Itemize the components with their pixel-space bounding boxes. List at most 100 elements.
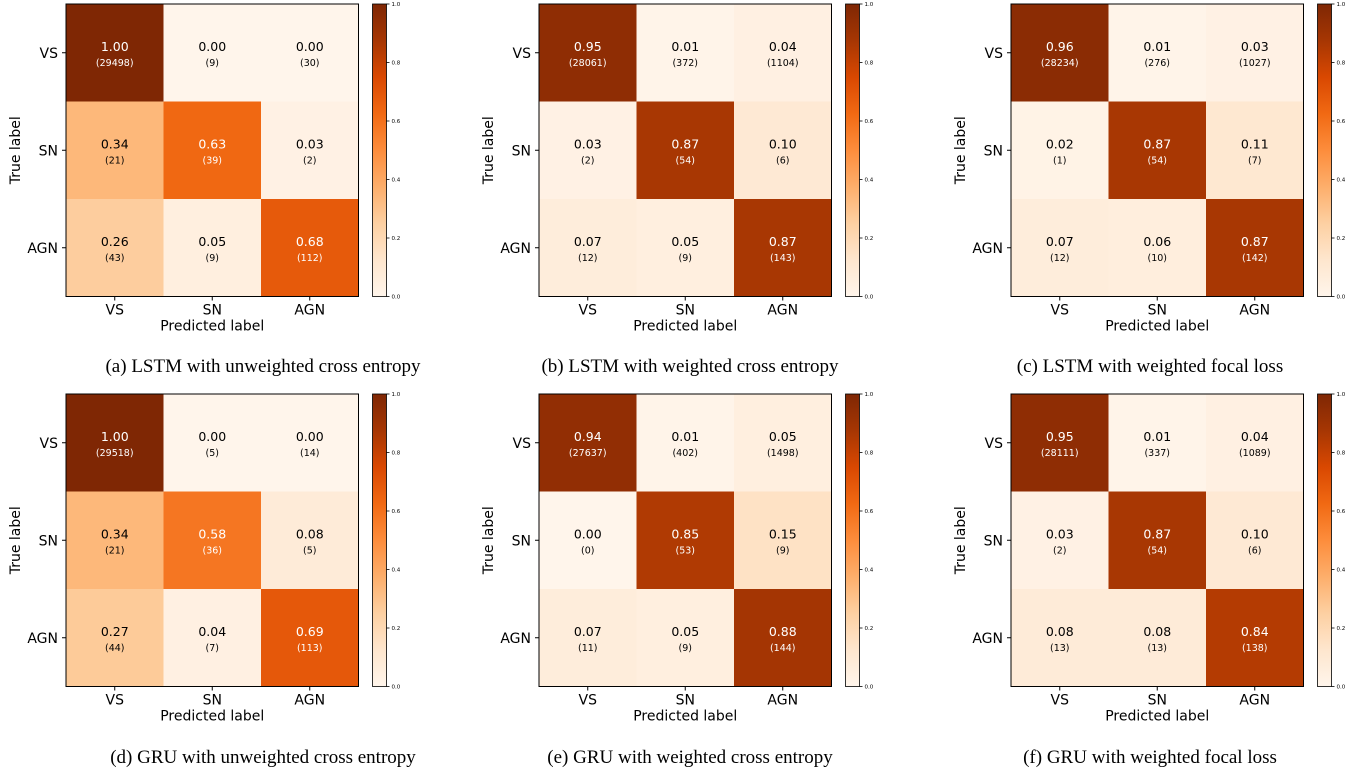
cell-count-label: (53) <box>675 545 695 556</box>
colorbar-tick-label: 0.0 <box>1337 295 1346 301</box>
confusion-matrix-c: 0.96 (28234) 0.01 (276) 0.03 (1027) 0.02 (1) 0.8… <box>953 2 1346 335</box>
cell-value-label: 0.07 <box>574 234 602 249</box>
cell-value-label: 0.58 <box>198 526 226 541</box>
cell-value-label: 0.05 <box>671 234 699 249</box>
colorbar-tick-label: 0.2 <box>865 236 874 242</box>
caption-e: (e) GRU with weighted cross entropy <box>547 747 833 768</box>
y-axis-label: True label <box>953 506 969 575</box>
heatmap-cell <box>1011 101 1109 200</box>
y-tick-label: VS <box>513 46 532 62</box>
cell-count-label: (21) <box>105 155 125 166</box>
caption-a: (a) LSTM with unweighted cross entropy <box>105 356 421 377</box>
cell-value-label: 0.69 <box>296 624 324 639</box>
heatmap-cell <box>1206 4 1304 102</box>
cell-value-label: 0.63 <box>198 136 226 151</box>
y-tick-label: VS <box>40 436 59 452</box>
heatmap-cell <box>1206 491 1304 590</box>
cell-count-label: (2) <box>581 155 594 166</box>
cell-count-label: (28111) <box>1041 448 1079 459</box>
colorbar <box>372 393 387 687</box>
y-tick-label: AGN <box>972 631 1003 647</box>
cell-value-label: 0.34 <box>101 526 129 541</box>
colorbar-tick-label: 0.8 <box>392 61 401 67</box>
heatmap-cell <box>66 199 164 297</box>
colorbar-tick-label: 0.8 <box>865 61 874 67</box>
cell-count-label: (337) <box>1144 448 1170 459</box>
cell-count-label: (43) <box>105 253 125 264</box>
heatmap-cell <box>636 589 735 687</box>
y-tick-label: SN <box>512 143 531 159</box>
cell-value-label: 0.05 <box>671 624 699 639</box>
cell-value-label: 0.87 <box>1241 234 1269 249</box>
colorbar <box>845 393 860 687</box>
cell-value-label: 0.03 <box>1241 39 1269 54</box>
cell-count-label: (7) <box>1248 155 1261 166</box>
cell-value-label: 0.03 <box>574 136 602 151</box>
cell-count-label: (7) <box>206 643 219 654</box>
cell-count-label: (27637) <box>569 448 607 459</box>
heatmap-cell <box>734 199 832 297</box>
x-tick-label: AGN <box>767 693 798 709</box>
x-tick-label: SN <box>203 693 222 709</box>
colorbar-tick-label: 0.2 <box>1337 236 1346 242</box>
heatmap-cell <box>163 4 262 102</box>
cell-value-label: 0.08 <box>296 526 324 541</box>
cell-count-label: (13) <box>1050 643 1070 654</box>
heatmap-cell <box>1206 589 1304 687</box>
heatmap-cell <box>1108 199 1207 297</box>
colorbar <box>1317 3 1332 297</box>
cell-count-label: (28234) <box>1041 58 1079 69</box>
heatmap-cell <box>734 589 832 687</box>
cell-value-label: 0.84 <box>1241 624 1269 639</box>
colorbar <box>372 3 387 297</box>
caption-d: (d) GRU with unweighted cross entropy <box>110 747 416 768</box>
colorbar <box>845 3 860 297</box>
heatmap-cell <box>66 101 164 200</box>
cell-value-label: 0.94 <box>574 429 602 444</box>
x-tick-label: SN <box>1148 693 1167 709</box>
cell-value-label: 0.04 <box>198 624 226 639</box>
colorbar-tick-label: 1.0 <box>392 2 401 8</box>
colorbar-tick-label: 0.4 <box>1337 568 1346 574</box>
y-tick-label: AGN <box>500 631 531 647</box>
x-tick-label: VS <box>1051 693 1070 709</box>
cell-value-label: 0.88 <box>769 624 797 639</box>
cell-count-label: (9) <box>206 253 219 264</box>
cell-count-label: (1) <box>1053 155 1066 166</box>
cell-count-label: (2) <box>1053 545 1066 556</box>
cell-value-label: 0.01 <box>1143 39 1171 54</box>
cell-value-label: 0.10 <box>769 136 797 151</box>
cell-count-label: (1104) <box>767 58 799 69</box>
colorbar-tick-label: 0.0 <box>1337 685 1346 691</box>
x-axis-label: Predicted label <box>633 319 737 335</box>
y-tick-label: AGN <box>27 241 58 257</box>
cell-count-label: (14) <box>300 448 320 459</box>
cell-value-label: 0.87 <box>671 136 699 151</box>
confusion-matrix-b: 0.95 (28061) 0.01 (372) 0.04 (1104) 0.03 (2) 0.8… <box>481 2 874 335</box>
colorbar-tick-label: 0.4 <box>865 178 874 184</box>
caption-c: (c) LSTM with weighted focal loss <box>1016 356 1284 377</box>
heatmap-cell <box>636 199 735 297</box>
cell-count-label: (54) <box>675 155 695 166</box>
cell-count-label: (138) <box>1242 643 1268 654</box>
cell-count-label: (112) <box>297 253 323 264</box>
heatmap-cell <box>636 4 735 102</box>
cell-value-label: 0.07 <box>574 624 602 639</box>
confusion-matrix-d: 1.00 (29518) 0.00 (5) 0.00 (14) 0.34 (21) 0.58 (3… <box>8 392 401 725</box>
heatmap-cell <box>1011 199 1109 297</box>
heatmap-cell <box>539 4 637 102</box>
cell-value-label: 0.04 <box>1241 429 1269 444</box>
y-axis-label: True label <box>8 506 24 575</box>
cell-count-label: (12) <box>1050 253 1070 264</box>
heatmap-cell <box>261 394 359 492</box>
x-axis-label: Predicted label <box>1105 709 1209 725</box>
colorbar-tick-label: 0.6 <box>865 509 874 515</box>
colorbar-tick-label: 0.6 <box>392 509 401 515</box>
x-tick-label: VS <box>579 693 598 709</box>
heatmap-cell <box>734 491 832 590</box>
heatmap-cell <box>1108 491 1207 590</box>
colorbar-tick-label: 0.6 <box>865 119 874 125</box>
cell-value-label: 0.08 <box>1143 624 1171 639</box>
heatmap-cell <box>163 491 262 590</box>
cell-value-label: 0.04 <box>769 39 797 54</box>
